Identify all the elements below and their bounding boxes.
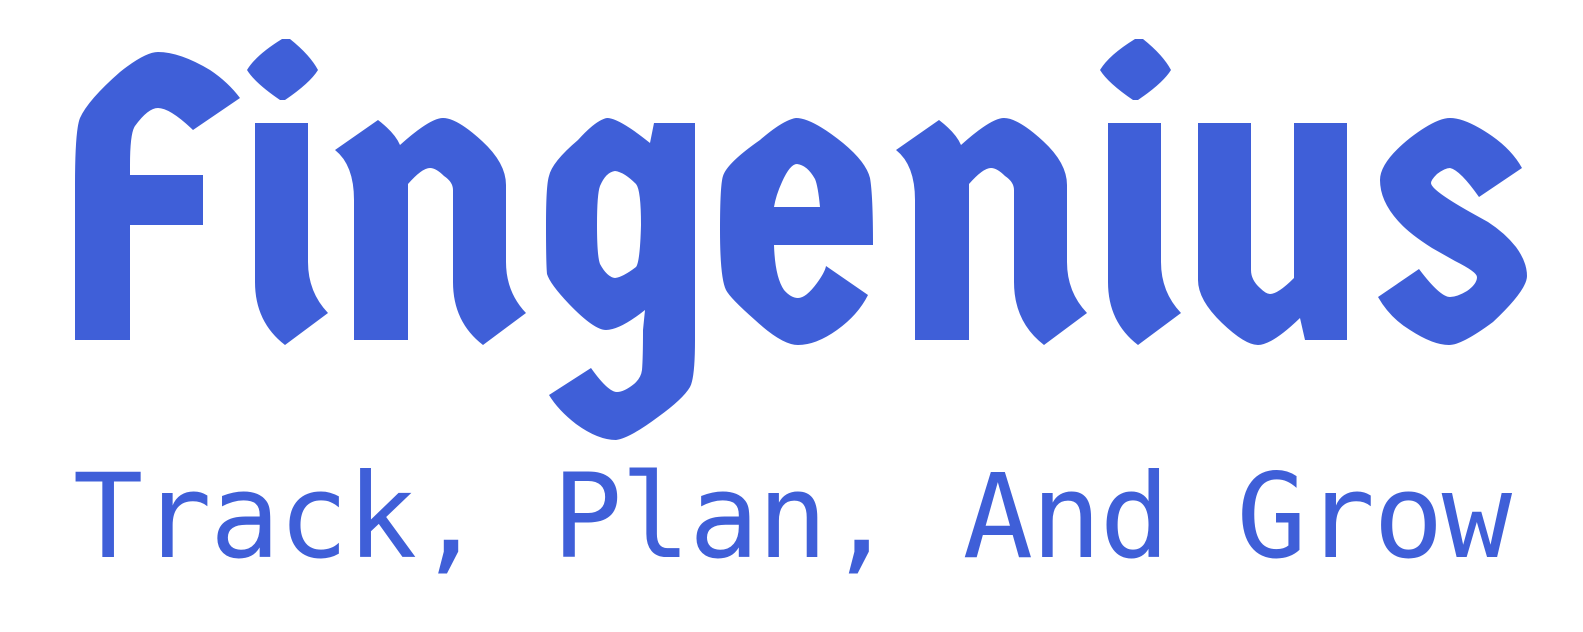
wordmark-fingenius — [75, 39, 1527, 440]
tagline: Track, Plan, And Grow — [72, 448, 1512, 585]
wordmark-glyphs — [75, 39, 1527, 440]
